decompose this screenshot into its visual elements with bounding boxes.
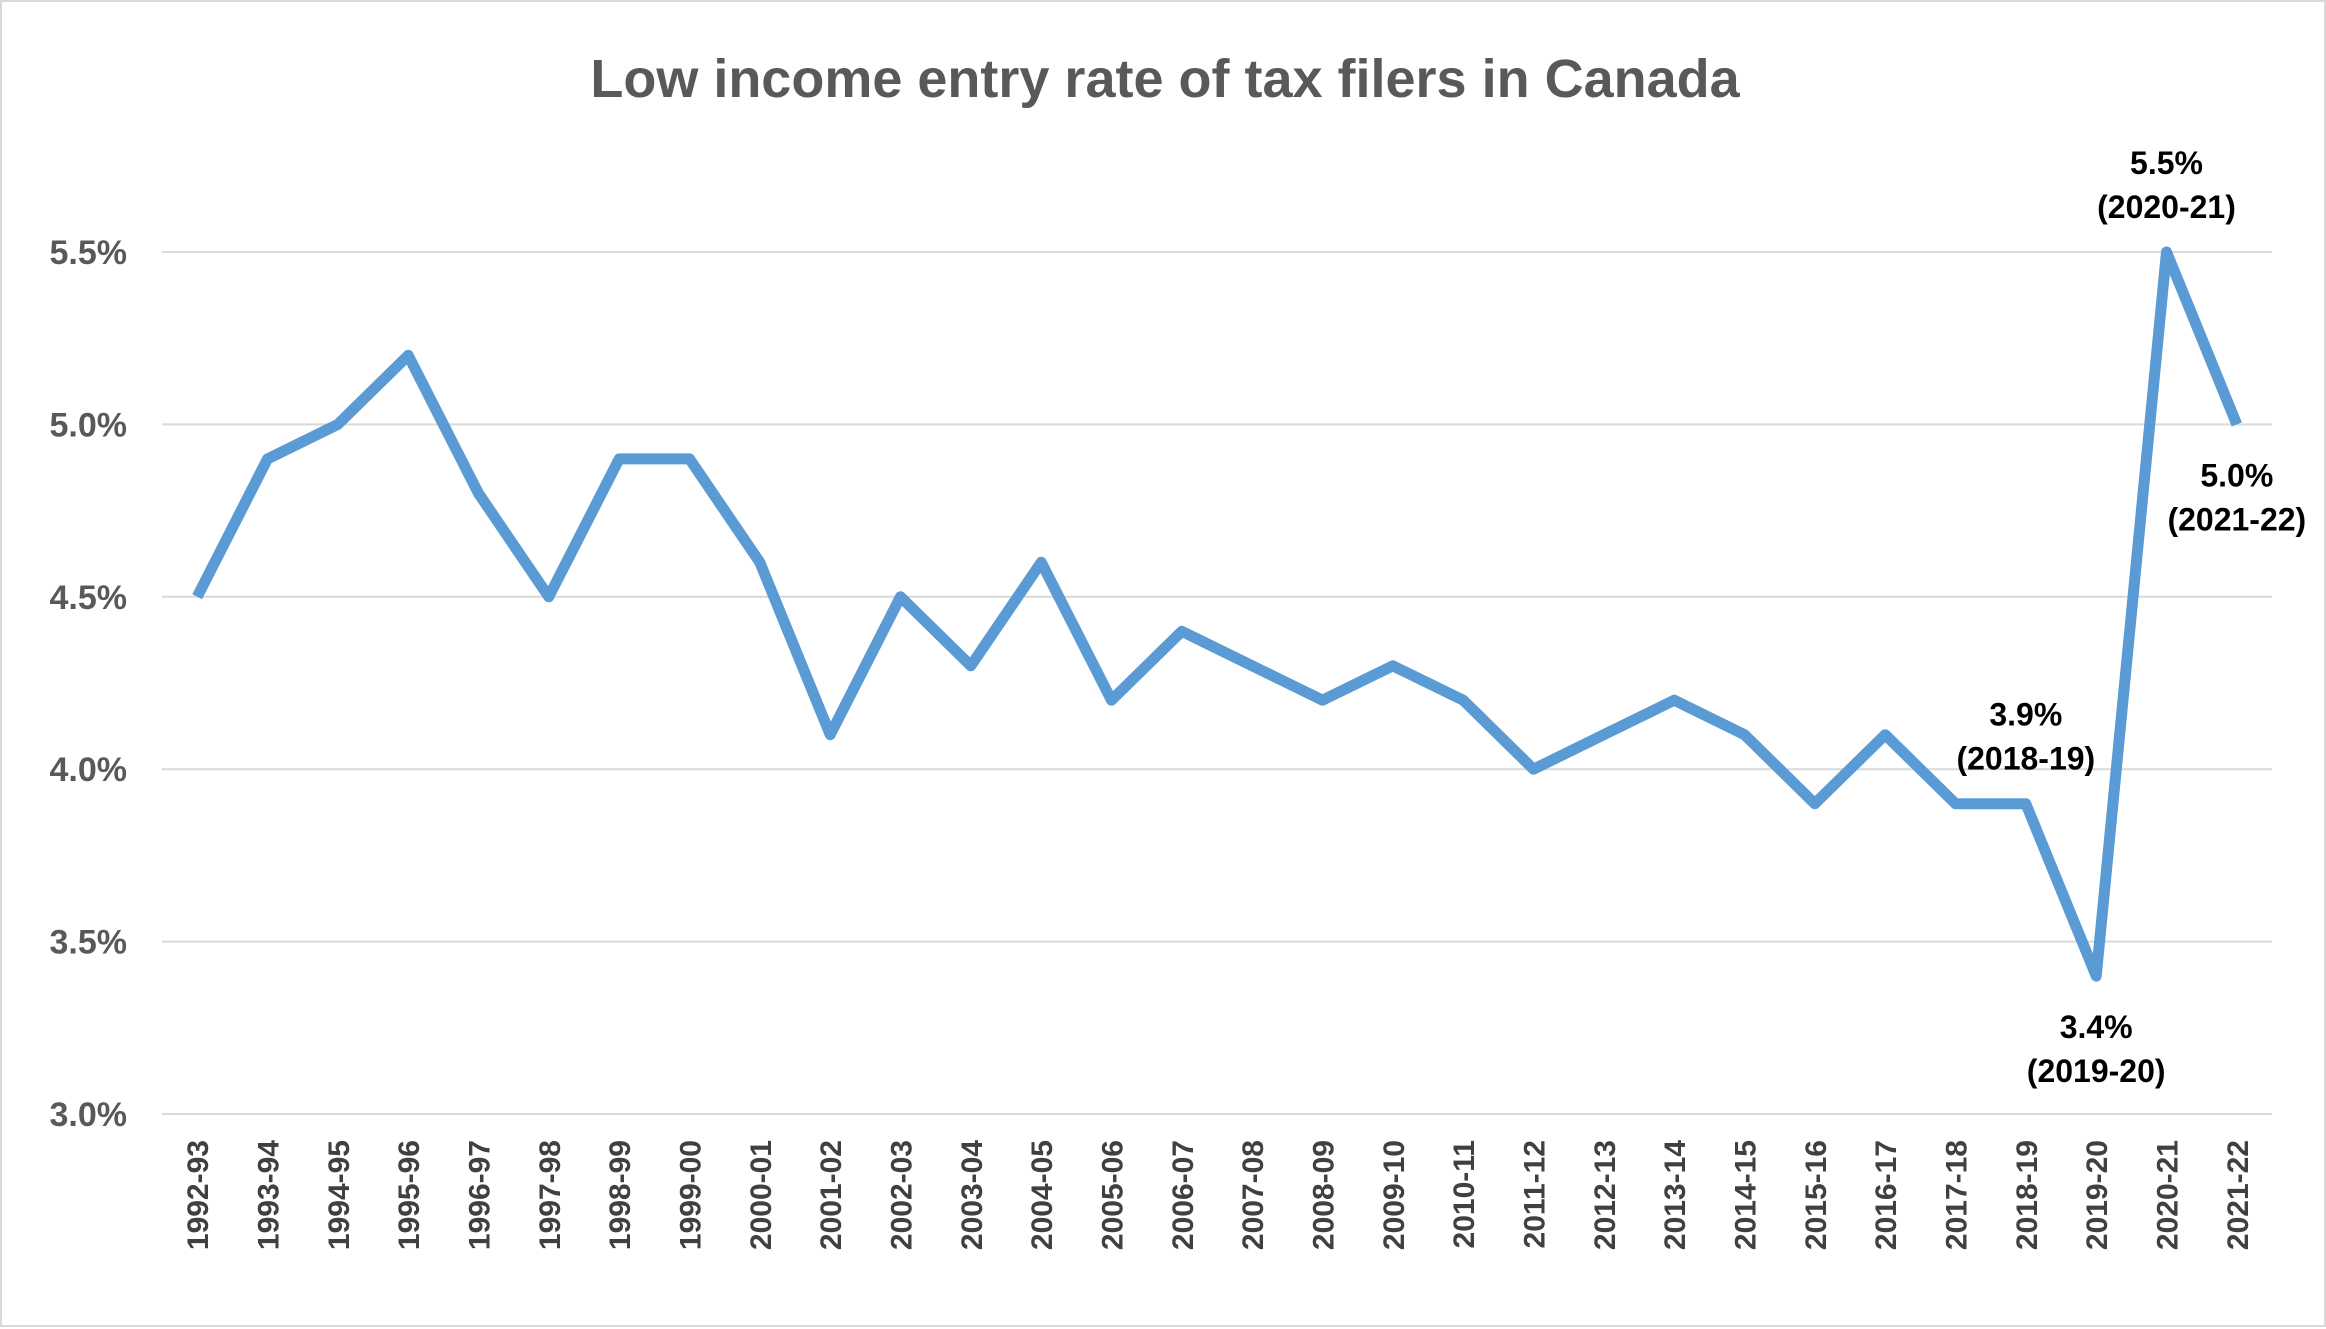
x-tick-label: 2009-10 — [1378, 1140, 1411, 1250]
x-axis-ticks: 1992-93 1993-94 1994-95 1995-96 1996-97 1997-… — [182, 1140, 2255, 1250]
data-label: 5.0% (2021-22) — [2167, 457, 2306, 537]
gridlines — [162, 251, 2272, 1115]
x-tick-label: 2011-12 — [1519, 1140, 1552, 1248]
x-tick-label: 2008-09 — [1308, 1140, 1341, 1250]
x-tick-label: 1999-00 — [675, 1140, 708, 1250]
data-label-period: (2018-19) — [1956, 741, 2095, 777]
series-line-group — [192, 246, 2242, 982]
x-tick-label: 2007-08 — [1237, 1140, 1270, 1250]
chart-title: Low income entry rate of tax filers in C… — [590, 49, 1740, 109]
x-tick-label: 2016-17 — [1870, 1140, 1903, 1250]
x-tick-label: 1994-95 — [323, 1140, 356, 1250]
x-tick-label: 2004-05 — [1026, 1140, 1059, 1250]
x-tick-label: 2006-07 — [1167, 1140, 1200, 1250]
y-tick-label: 4.5% — [50, 579, 128, 617]
data-label-value: 5.5% — [2130, 145, 2203, 181]
series-line — [192, 246, 2242, 982]
data-label: 5.5% (2020-21) — [2097, 145, 2236, 225]
x-tick-label: 1995-96 — [393, 1140, 426, 1250]
x-tick-label: 2012-13 — [1589, 1140, 1622, 1250]
x-tick-label: 2013-14 — [1659, 1140, 1692, 1250]
x-tick-label: 2003-04 — [956, 1140, 989, 1250]
x-tick-label: 2014-15 — [1730, 1140, 1763, 1250]
x-tick-label: 1993-94 — [253, 1140, 286, 1250]
x-tick-label: 2000-01 — [745, 1140, 778, 1250]
x-tick-label: 2019-20 — [2081, 1140, 2114, 1250]
data-label-period: (2019-20) — [2027, 1053, 2166, 1089]
data-label-period: (2021-22) — [2167, 501, 2306, 537]
data-label-value: 3.9% — [1989, 697, 2062, 733]
y-tick-label: 5.0% — [50, 406, 128, 444]
x-tick-label: 2015-16 — [1800, 1140, 1833, 1250]
data-label: 3.4% (2019-20) — [2027, 1009, 2166, 1089]
x-tick-label: 1997-98 — [534, 1140, 567, 1250]
data-label-value: 3.4% — [2060, 1009, 2133, 1045]
x-tick-label: 1998-99 — [604, 1140, 637, 1250]
x-tick-label: 2018-19 — [2011, 1140, 2044, 1250]
x-tick-label: 2001-02 — [815, 1140, 848, 1250]
x-tick-label: 2020-21 — [2152, 1140, 2185, 1250]
x-tick-label: 1996-97 — [464, 1140, 497, 1250]
data-annotations: 3.9%(2018-19)3.4%(2019-20)5.5%(2020-21)5… — [1956, 145, 2306, 1089]
x-tick-label: 2017-18 — [1941, 1140, 1974, 1250]
y-axis-ticks: 3.0% 3.5% 4.0% 4.5% 5.0% 5.5% — [50, 234, 128, 1134]
y-tick-label: 5.5% — [50, 234, 128, 272]
data-label-period: (2020-21) — [2097, 189, 2236, 225]
y-tick-label: 4.0% — [50, 751, 128, 789]
x-tick-label: 1992-93 — [182, 1140, 215, 1250]
y-tick-label: 3.0% — [50, 1096, 128, 1134]
data-label-value: 5.0% — [2200, 457, 2273, 493]
x-tick-label: 2002-03 — [886, 1140, 919, 1250]
y-tick-label: 3.5% — [50, 924, 128, 962]
x-tick-label: 2010-11 — [1448, 1140, 1481, 1248]
data-label: 3.9% (2018-19) — [1956, 697, 2095, 777]
x-tick-label: 2005-06 — [1097, 1140, 1130, 1250]
x-tick-label: 2021-22 — [2222, 1140, 2255, 1250]
